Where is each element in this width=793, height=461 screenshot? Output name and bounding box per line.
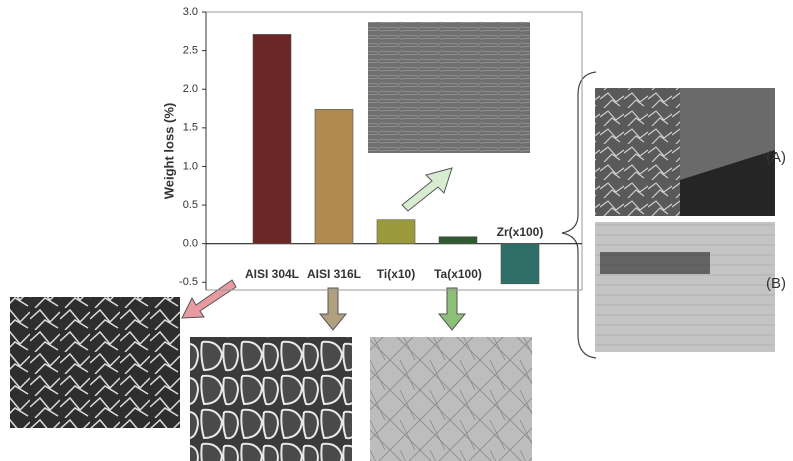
- bar: [500, 243, 540, 285]
- micrograph: [595, 88, 680, 216]
- micrograph: [368, 22, 530, 153]
- x-tick-label: Ta(x100): [434, 267, 482, 281]
- y-tick-label: 1.5: [183, 122, 198, 134]
- y-tick-label: 2.5: [183, 45, 198, 57]
- arrow: [437, 287, 467, 331]
- micrograph-detail: [600, 252, 710, 274]
- y-tick-label: 0.5: [183, 199, 198, 211]
- x-tick-label: AISI 304L: [245, 267, 299, 281]
- bar: [252, 34, 292, 244]
- arrow: [318, 287, 348, 331]
- y-tick-label: 1.0: [183, 160, 198, 172]
- bar: [438, 236, 478, 244]
- bar: [376, 219, 416, 244]
- y-tick-label: -0.5: [179, 276, 198, 288]
- x-tick-label: Zr(x100): [497, 225, 544, 239]
- brace: [561, 71, 597, 359]
- micrograph-detail: [680, 150, 775, 216]
- y-axis-label: Weight loss (%): [161, 103, 176, 200]
- micrograph: [595, 222, 775, 352]
- y-tick-label: 2.0: [183, 83, 198, 95]
- bar: [314, 109, 354, 244]
- annotation: (A): [766, 149, 786, 166]
- annotation: (B): [766, 275, 786, 292]
- arrow: [401, 167, 453, 212]
- y-tick-label: 3.0: [183, 6, 198, 18]
- x-tick-label: AISI 316L: [307, 267, 361, 281]
- y-tick-label: 0.0: [183, 238, 198, 250]
- x-tick-label: Ti(x10): [377, 267, 415, 281]
- micrograph: [190, 337, 352, 461]
- micrograph: [370, 337, 532, 461]
- micrograph: [10, 297, 180, 428]
